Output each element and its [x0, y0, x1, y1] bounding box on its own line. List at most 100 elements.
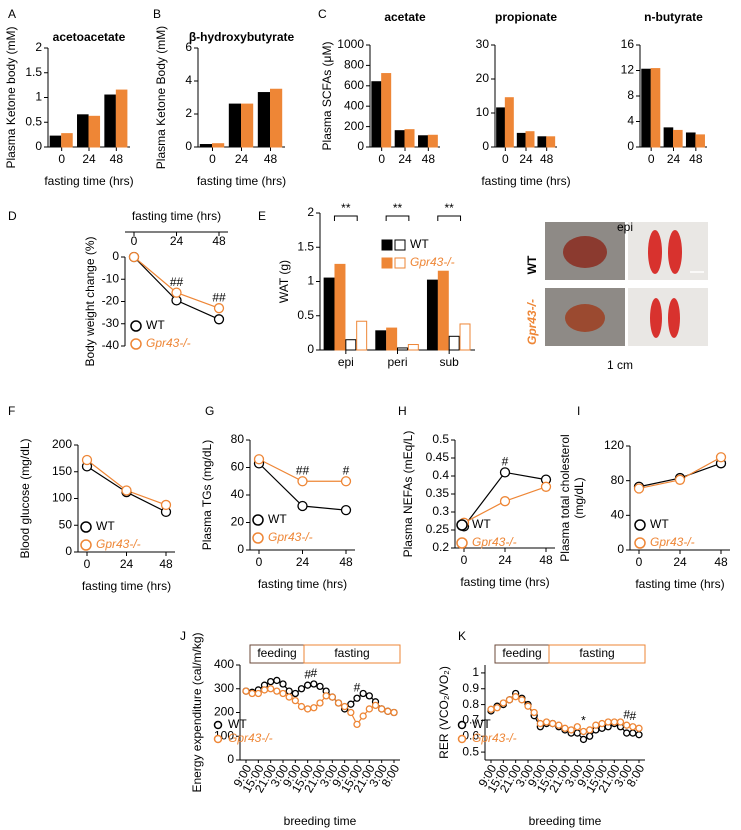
- point: [371, 701, 380, 710]
- x-tick-label: 0: [209, 152, 216, 166]
- legend-marker: [252, 514, 264, 526]
- phase-box: [303, 644, 401, 664]
- bar: [525, 131, 535, 148]
- bar: [546, 136, 556, 148]
- y-tick-label: 0.25: [426, 522, 450, 536]
- y-axis-label: Plasma NEFAs (mEq/L): [401, 431, 415, 558]
- x-axis-label: fasting time (hrs): [635, 577, 724, 591]
- phase-box: [548, 644, 646, 664]
- y-tick-label: 40: [231, 487, 245, 501]
- panel-letter: E: [258, 209, 266, 223]
- point: [328, 693, 336, 701]
- x-tick-label: 48: [159, 557, 173, 571]
- y-tick-label: 4: [627, 114, 634, 128]
- significance-bracket: [333, 215, 358, 221]
- annotation: #: [623, 707, 630, 721]
- legend-label: Gpr43-/-: [268, 530, 313, 544]
- point: [505, 696, 514, 704]
- y-axis-label: Body weight change (%): [83, 236, 97, 366]
- legend-marker: [457, 734, 467, 744]
- y-tick-label: 50: [59, 517, 73, 531]
- point: [573, 723, 581, 731]
- y-tick-label: 60: [231, 460, 245, 474]
- point: [542, 718, 551, 726]
- point: [347, 700, 355, 708]
- x-tick-label: 48: [689, 152, 703, 166]
- panel-letter: I: [577, 404, 580, 418]
- x-axis-label: fasting time (hrs): [258, 577, 347, 591]
- bar: [77, 114, 89, 148]
- x-tick-label: 0: [648, 152, 655, 166]
- point: [493, 704, 501, 712]
- y-tick-label: 1: [472, 665, 479, 679]
- legend-label: Gpr43-/-: [410, 255, 455, 269]
- y-tick-label: 30: [476, 37, 490, 51]
- y-axis-label: Plasma TGs (mg/dL): [200, 440, 214, 550]
- y-axis-label: Energy expenditure (cal/m/kg): [190, 632, 204, 792]
- x-tick-label: 24: [296, 555, 310, 569]
- y-tick-label: -40: [102, 338, 120, 352]
- bar: [516, 132, 526, 148]
- x-tick-label: 48: [110, 152, 124, 166]
- bar: [448, 335, 460, 351]
- photo-row-label: WT: [525, 255, 539, 274]
- phase-label: feeding: [257, 646, 296, 660]
- legend-label: WT: [472, 517, 491, 531]
- y-tick-label: 400: [214, 657, 234, 671]
- y-tick-label: 200: [214, 705, 234, 719]
- photo-tissue: [650, 298, 662, 338]
- bar: [49, 135, 62, 148]
- point: [291, 689, 299, 698]
- point: [536, 719, 544, 728]
- point: [530, 708, 538, 717]
- point: [365, 705, 373, 713]
- annotation: **: [444, 201, 454, 215]
- annotation: #: [354, 680, 361, 694]
- y-tick-label: 0: [227, 752, 234, 766]
- legend-label: WT: [268, 512, 287, 526]
- chart-title: acetate: [384, 10, 426, 24]
- legend-label: WT: [96, 519, 115, 533]
- x-tick-label: 48: [539, 553, 553, 567]
- x-axis-label: fasting time (hrs): [460, 575, 549, 589]
- bar: [386, 327, 398, 351]
- point: [635, 731, 643, 739]
- x-tick-label: 0: [461, 553, 468, 567]
- annotation: #: [310, 666, 317, 680]
- annotation: #: [343, 463, 350, 477]
- y-tick-label: 0: [35, 139, 42, 153]
- phase-label: fasting: [334, 646, 369, 660]
- x-tick-label: 24: [235, 152, 249, 166]
- chart-title: n-butyrate: [644, 10, 703, 24]
- y-tick-label: 10: [476, 105, 490, 119]
- photo-panel: epi WT Gpr43-/- 1 cm: [525, 220, 708, 372]
- point: [310, 704, 318, 712]
- point: [304, 705, 312, 713]
- point: [347, 708, 355, 717]
- bar: [427, 134, 438, 148]
- y-tick-label: 0.5: [432, 432, 449, 446]
- annotation: #: [629, 709, 636, 723]
- x-axis-label: fasting time (hrs): [44, 174, 133, 188]
- x-axis-label: breeding time: [284, 814, 357, 828]
- point: [561, 724, 569, 732]
- point: [499, 496, 511, 507]
- y-tick-label: 1.5: [297, 239, 314, 253]
- significance-bracket: [437, 215, 462, 221]
- point: [341, 702, 349, 711]
- annotation: #: [304, 667, 311, 681]
- bar: [241, 103, 254, 148]
- x-axis-label: fasting time (hrs): [132, 209, 221, 223]
- point: [384, 707, 392, 715]
- bar: [323, 277, 335, 351]
- bar: [212, 143, 225, 148]
- y-tick-label: 0: [237, 542, 244, 556]
- bar: [104, 94, 116, 148]
- point: [285, 693, 293, 701]
- bar: [88, 115, 101, 148]
- y-tick-label: 0: [65, 544, 72, 558]
- y-tick-label: 0.6: [462, 728, 479, 742]
- photo: [628, 288, 708, 346]
- panel-letter: D: [8, 209, 17, 223]
- y-tick-label: 0: [482, 139, 489, 153]
